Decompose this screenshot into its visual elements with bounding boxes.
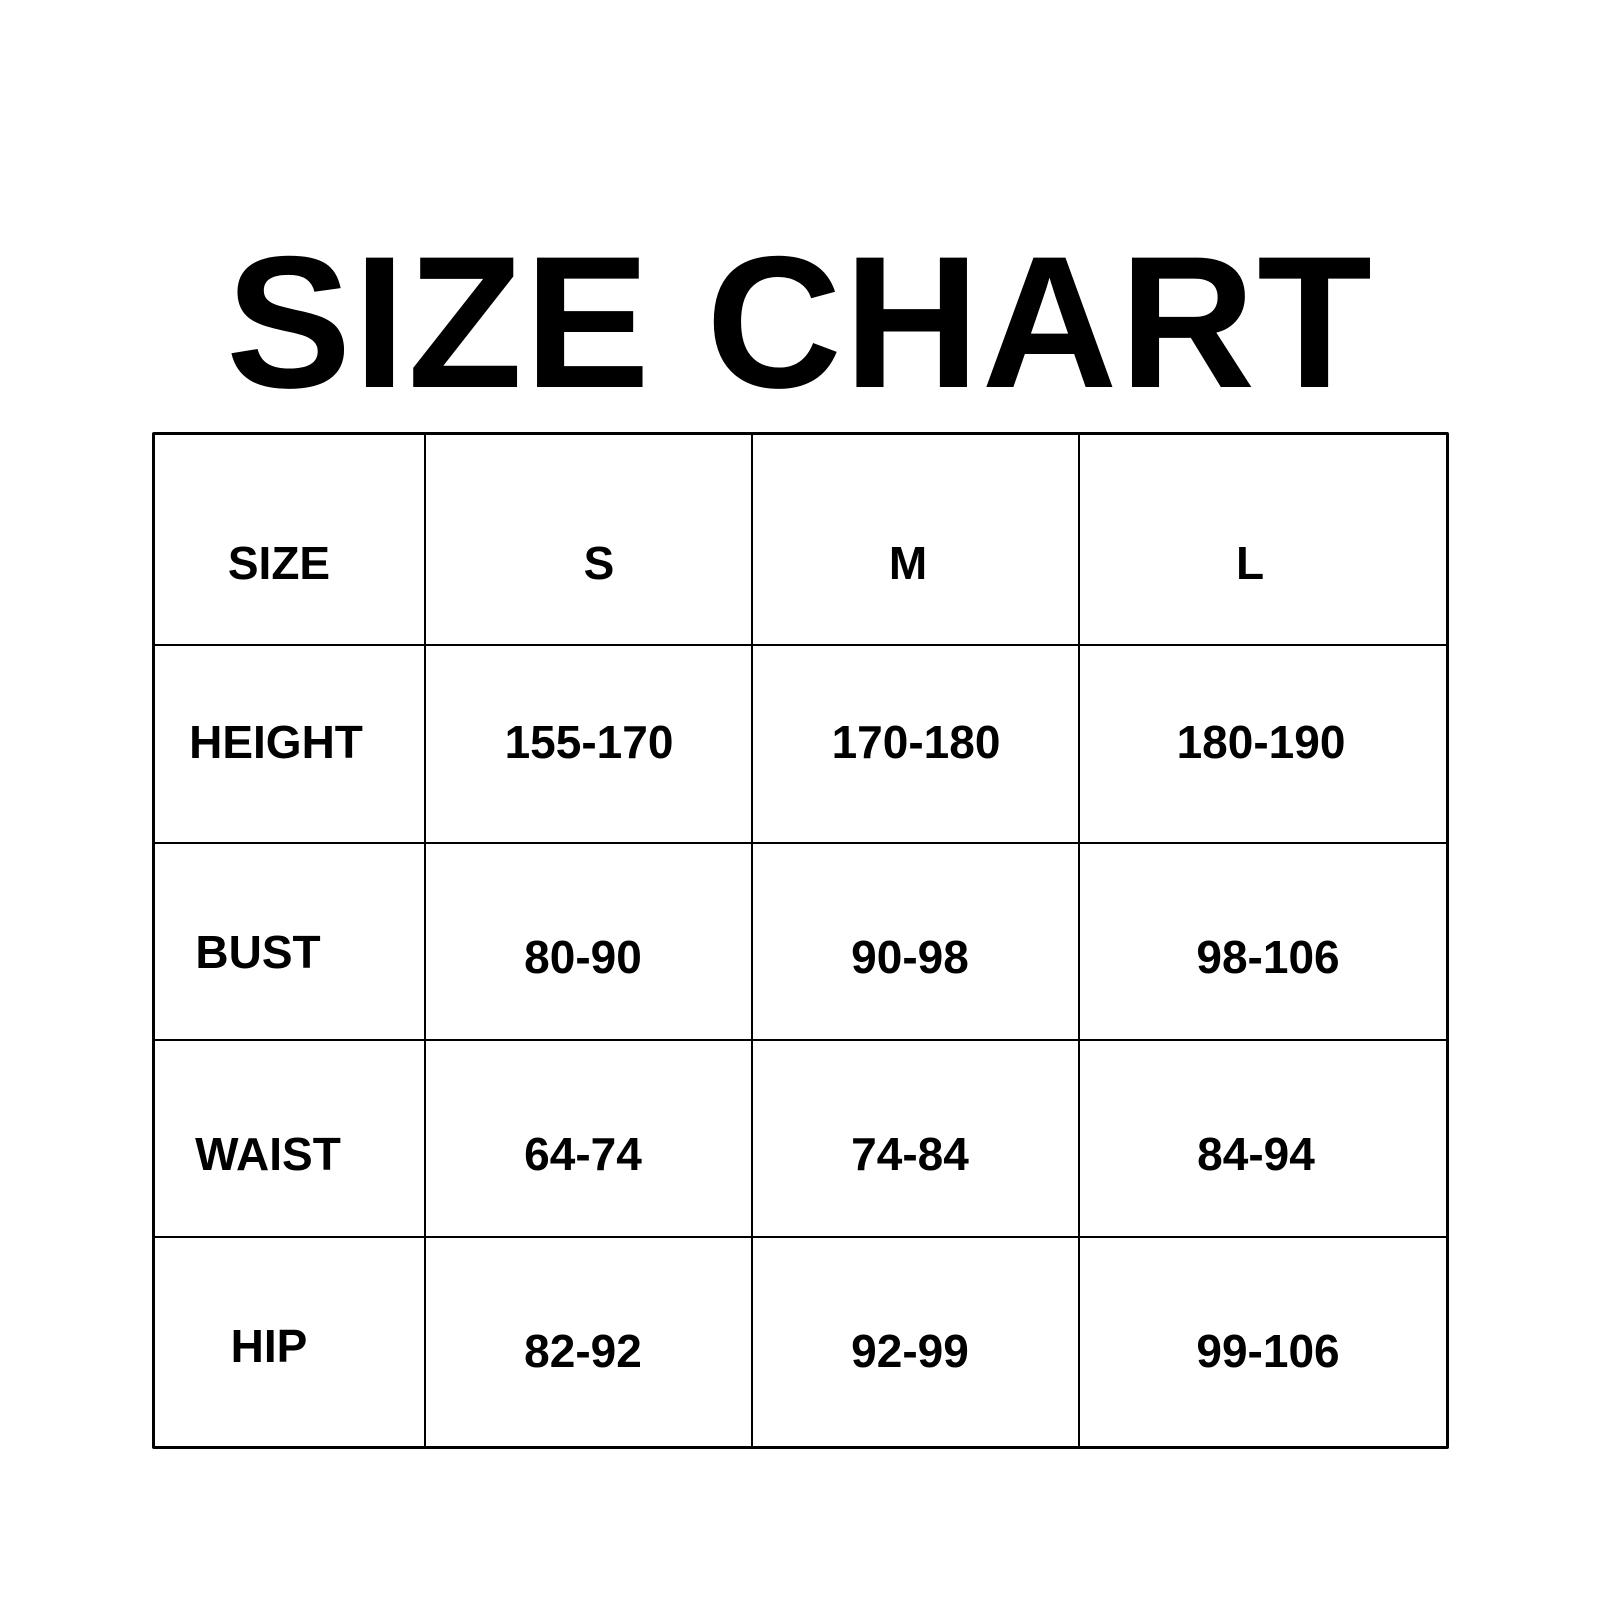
row-divider <box>152 842 1449 844</box>
header-cell-size: SIZE <box>227 537 331 589</box>
table-cell: 82-92 <box>524 1325 642 1377</box>
table-cell: 99-106 <box>1196 1325 1340 1377</box>
table-cell: 74-84 <box>851 1128 969 1180</box>
row-label-bust: BUST <box>195 926 321 978</box>
column-divider <box>751 432 753 1449</box>
page-title: SIZE CHART <box>226 217 1374 427</box>
table-cell: 80-90 <box>524 931 642 983</box>
table-cell: 92-99 <box>851 1325 969 1377</box>
header-cell-m: M <box>888 537 928 589</box>
table-cell: 180-190 <box>1176 716 1346 768</box>
header-cell-l: L <box>1235 537 1265 589</box>
row-label-height: HEIGHT <box>189 716 363 768</box>
header-cell-s: S <box>583 537 615 589</box>
table-cell: 98-106 <box>1196 931 1340 983</box>
column-divider <box>424 432 426 1449</box>
table-cell: 64-74 <box>524 1128 642 1180</box>
table-cell: 90-98 <box>851 931 969 983</box>
row-label-waist: WAIST <box>195 1128 341 1180</box>
row-divider <box>152 1236 1449 1238</box>
row-divider <box>152 1039 1449 1041</box>
table-cell: 84-94 <box>1197 1128 1315 1180</box>
size-table <box>152 432 1449 1449</box>
table-cell: 170-180 <box>831 716 1001 768</box>
row-label-hip: HIP <box>230 1320 308 1372</box>
column-divider <box>1078 432 1080 1449</box>
table-cell: 155-170 <box>504 716 674 768</box>
row-divider <box>152 644 1449 646</box>
